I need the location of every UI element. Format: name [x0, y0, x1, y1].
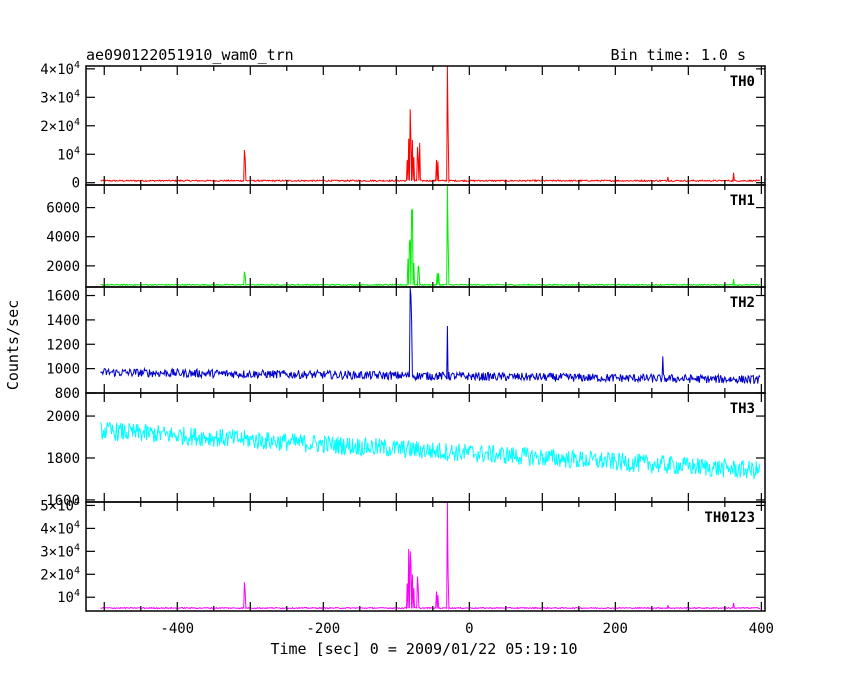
y-tick-label: 1000	[46, 362, 80, 378]
panel-label-th3: TH3	[730, 401, 755, 417]
panels-group: TH001042×1043×1044×104TH1200040006000TH2…	[40, 60, 774, 637]
panel-frame-th3	[85, 392, 766, 503]
y-tick-label: 1200	[46, 337, 80, 353]
y-tick-label: 2×104	[40, 565, 80, 583]
series-line-th3	[100, 421, 761, 480]
panel-label-th0: TH0	[730, 74, 755, 90]
y-tick-label: 3×104	[40, 542, 80, 560]
panel-frame-th0	[85, 65, 766, 186]
series-line-th1	[100, 185, 761, 287]
chart-title: ae090122051910_wam0_trn	[86, 46, 294, 64]
y-tick-label: 104	[57, 588, 80, 606]
x-tick-label: 400	[749, 621, 774, 637]
y-tick-label: 6000	[46, 201, 80, 217]
y-tick-label: 3×104	[40, 88, 80, 106]
y-tick-label: 0	[72, 176, 80, 192]
y-tick-label: 4000	[46, 230, 80, 246]
panel-frame-th1	[85, 184, 766, 288]
y-tick-label: 104	[57, 145, 80, 163]
panel-label-th2: TH2	[730, 295, 755, 311]
series-line-th0	[100, 66, 761, 184]
x-tick-label: 200	[603, 621, 628, 637]
y-tick-label: 5×104	[40, 496, 80, 514]
bin-time-label: Bin time: 1.0 s	[611, 46, 746, 64]
y-tick-label: 1600	[46, 289, 80, 305]
y-tick-label: 2000	[46, 259, 80, 275]
y-tick-label: 800	[55, 386, 80, 402]
x-tick-label: 0	[465, 621, 473, 637]
series-line-th0123	[100, 502, 760, 611]
panel-frame-th0123	[85, 501, 766, 612]
panel-label-th1: TH1	[730, 193, 755, 209]
y-tick-label: 4×104	[40, 519, 80, 537]
y-tick-label: 2000	[46, 409, 80, 425]
y-tick-label: 4×104	[40, 60, 80, 78]
y-axis-label: Counts/sec	[4, 300, 22, 390]
y-tick-label: 1400	[46, 313, 80, 329]
x-tick-label: -400	[160, 621, 194, 637]
y-tick-label: 1600	[46, 493, 80, 509]
x-tick-label: -200	[306, 621, 340, 637]
y-tick-label: 2×104	[40, 117, 80, 135]
x-axis-label: Time [sec] 0 = 2009/01/22 05:19:10	[270, 640, 577, 658]
panel-label-th0123: TH0123	[704, 510, 755, 526]
series-line-th2	[100, 288, 761, 385]
y-tick-label: 1800	[46, 451, 80, 467]
